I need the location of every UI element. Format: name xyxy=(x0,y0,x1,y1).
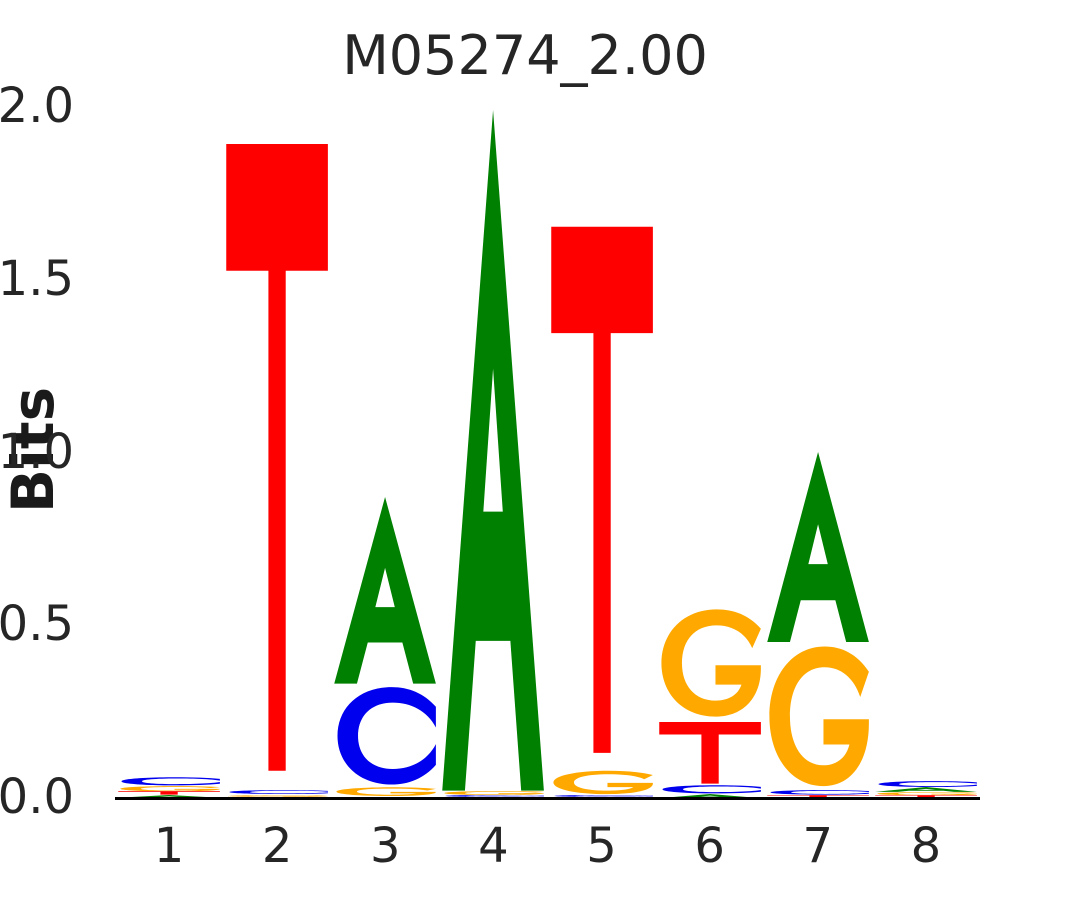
logo-column xyxy=(223,107,331,798)
x-tick-label: 7 xyxy=(802,818,834,874)
logo-letter-a xyxy=(656,793,764,798)
logo-letter-t xyxy=(764,795,872,798)
logo-letter-t xyxy=(656,720,764,786)
logo-letter-g xyxy=(439,790,547,795)
logo-letter-c xyxy=(548,794,656,797)
x-tick-label: 3 xyxy=(370,818,401,874)
logo-letter-g xyxy=(764,642,872,791)
x-tick-label: 5 xyxy=(586,818,617,874)
x-tick-label: 6 xyxy=(694,818,725,874)
y-tick-label: 1.0 xyxy=(0,423,74,480)
y-tick-label: 0.5 xyxy=(0,596,74,653)
x-tick-label: 4 xyxy=(478,818,509,874)
logo-column xyxy=(764,107,872,798)
logo-letter-c xyxy=(331,684,439,788)
logo-letter-t xyxy=(223,124,331,791)
chart-title: M05274_2.00 xyxy=(342,24,708,87)
logo-letter-t xyxy=(115,791,223,796)
logo-letter-g xyxy=(548,770,656,795)
logo-letter-a xyxy=(764,451,872,642)
logo-letter-t xyxy=(548,210,656,770)
x-tick-label: 1 xyxy=(153,818,185,874)
logo-letter-c xyxy=(656,785,764,794)
logo-letter-g xyxy=(656,606,764,720)
logo-letter-a xyxy=(439,110,547,791)
y-tick-label: 2.0 xyxy=(0,78,74,134)
logo-letter-c xyxy=(439,794,547,797)
logo-letter-g xyxy=(115,786,223,792)
logo-column xyxy=(331,107,439,798)
logo-letter-a xyxy=(331,497,439,684)
logo-letter-g xyxy=(331,787,439,797)
logo-column xyxy=(656,107,764,798)
y-tick-label: 1.5 xyxy=(0,250,74,307)
logo-letter-t xyxy=(872,795,980,798)
logo-letter-a xyxy=(872,786,980,792)
logo-column xyxy=(548,107,656,798)
logo-letter-c xyxy=(223,790,331,795)
logo-column xyxy=(872,107,980,798)
x-tick-label: 8 xyxy=(910,818,942,874)
logo-column xyxy=(439,107,547,798)
logo-letter-c xyxy=(115,777,223,786)
x-axis-baseline xyxy=(115,797,980,800)
y-tick-label: 0.0 xyxy=(0,769,74,825)
logo-plot-area xyxy=(115,106,980,798)
logo-letter-c xyxy=(872,780,980,787)
logo-column xyxy=(115,107,223,798)
logo-letter-c xyxy=(764,790,872,796)
logo-letter-g xyxy=(872,791,980,796)
x-tick-label: 2 xyxy=(261,818,293,874)
logo-letter-g xyxy=(223,794,331,797)
